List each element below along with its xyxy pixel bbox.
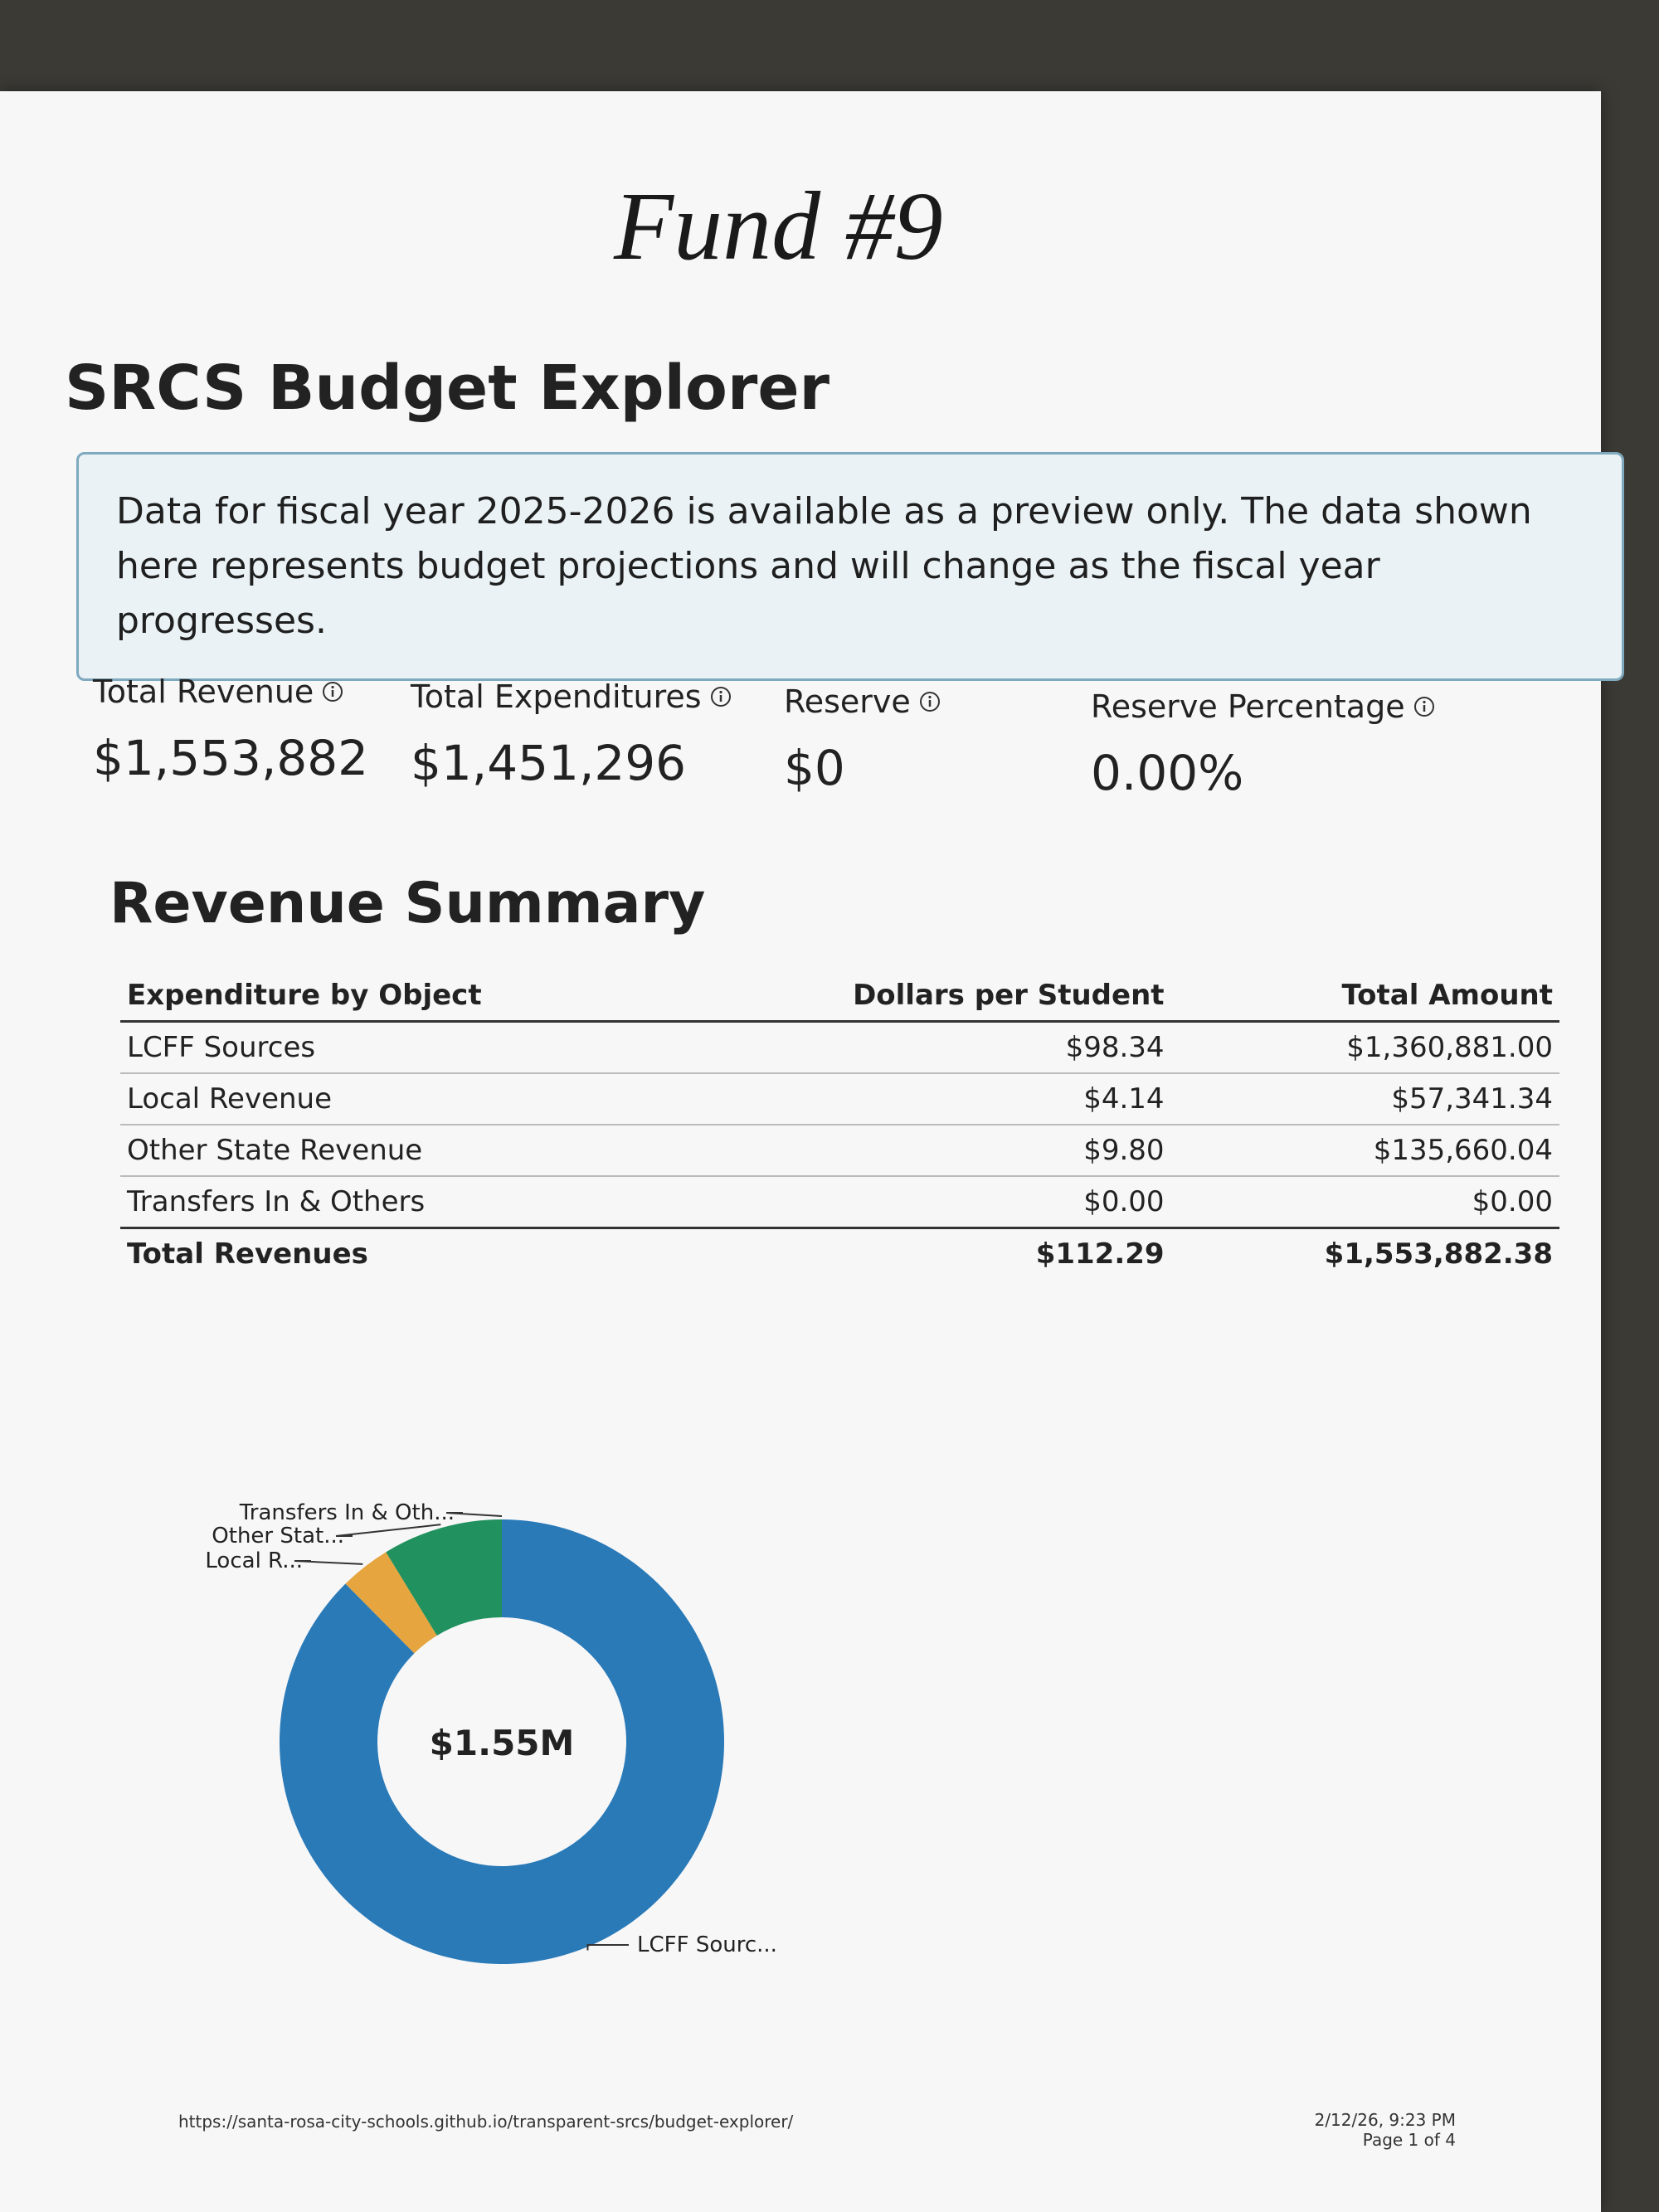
total-row: Total Revenues $112.29 $1,553,882.38 bbox=[120, 1227, 1559, 1279]
info-ring bbox=[919, 692, 940, 712]
preview-notice: Data for fiscal year 2025-2026 is availa… bbox=[76, 452, 1624, 681]
metric-value: $0 bbox=[784, 740, 845, 796]
section-title: Revenue Summary bbox=[109, 871, 706, 936]
leader-line bbox=[586, 1944, 629, 1951]
table-cell: Other State Revenue bbox=[120, 1125, 811, 1177]
info-icon bbox=[1413, 697, 1434, 717]
metric-label: Reserve Percentage bbox=[1091, 688, 1435, 725]
donut-label: Local R... bbox=[205, 1548, 303, 1573]
info-dot bbox=[928, 695, 932, 699]
info-dot bbox=[331, 685, 334, 689]
metric-value: $1,553,882 bbox=[93, 730, 369, 786]
info-dot bbox=[718, 690, 722, 694]
info-icon bbox=[323, 682, 343, 702]
donut-segment bbox=[279, 1519, 724, 1964]
table-cell: LCFF Sources bbox=[120, 1021, 811, 1074]
metric-value: $1,451,296 bbox=[411, 735, 687, 791]
header-cell: Expenditure by Object bbox=[120, 970, 811, 1023]
table-row: Local Revenue $4.14 $57,341.34 bbox=[120, 1073, 1559, 1125]
table-cell: $0.00 bbox=[1170, 1176, 1559, 1229]
info-dot bbox=[1422, 700, 1426, 704]
leader-line bbox=[335, 1524, 441, 1537]
table-cell: $135,660.04 bbox=[1170, 1125, 1559, 1177]
table-cell: $112.29 bbox=[810, 1227, 1171, 1279]
donut-label: Other Stat... bbox=[212, 1524, 344, 1548]
table-cell: $0.00 bbox=[810, 1176, 1171, 1229]
info-icon bbox=[919, 692, 940, 712]
metric-value: 0.00% bbox=[1091, 745, 1244, 801]
info-ring bbox=[1413, 697, 1434, 717]
metric-label-text: Total Expenditures bbox=[411, 678, 702, 715]
table-cell: $9.80 bbox=[810, 1125, 1171, 1177]
header-cell: Total Amount bbox=[1170, 970, 1559, 1023]
revenue-table: Expenditure by Object Dollars per Studen… bbox=[120, 970, 1559, 1279]
donut-segment bbox=[345, 1552, 437, 1654]
table-row: LCFF Sources $98.34 $1,360,881.00 bbox=[120, 1021, 1559, 1074]
table-row: Transfers In & Others $0.00 $0.00 bbox=[120, 1176, 1559, 1229]
info-ring bbox=[710, 687, 731, 707]
donut-label: Transfers In & Oth... bbox=[239, 1500, 455, 1525]
table-header: Expenditure by Object Dollars per Studen… bbox=[120, 970, 1559, 1023]
page-title: SRCS Budget Explorer bbox=[65, 352, 830, 424]
donut-center-label: $1.55M bbox=[430, 1723, 575, 1763]
footer-date: 2/12/26, 9:23 PM bbox=[1314, 2110, 1456, 2130]
table-cell: $57,341.34 bbox=[1170, 1073, 1559, 1125]
donut-segment bbox=[386, 1519, 502, 1636]
footer-url: https://santa-rosa-city-schools.github.i… bbox=[178, 2112, 794, 2132]
table-cell: Transfers In & Others bbox=[120, 1176, 811, 1229]
metric-label-text: Total Revenue bbox=[93, 673, 314, 710]
table-cell: Local Revenue bbox=[120, 1073, 811, 1125]
donut-label: LCFF Sourc... bbox=[637, 1932, 777, 1957]
donut-chart: $1.55M LCFF Sourc... Local R...Other Stat.… bbox=[205, 1500, 777, 1964]
table-cell: $1,360,881.00 bbox=[1170, 1021, 1559, 1074]
leader-line bbox=[294, 1560, 363, 1565]
info-ring bbox=[323, 682, 343, 702]
leader-line bbox=[445, 1512, 503, 1517]
metric-label: Total Revenue bbox=[93, 673, 343, 710]
metric-label-text: Reserve bbox=[784, 683, 911, 720]
handwritten-note: Fund #9 bbox=[614, 172, 943, 280]
header-cell: Dollars per Student bbox=[810, 970, 1171, 1023]
info-icon bbox=[710, 687, 731, 707]
table-cell: $98.34 bbox=[810, 1021, 1171, 1074]
table-cell: $4.14 bbox=[810, 1073, 1171, 1125]
metric-label-text: Reserve Percentage bbox=[1091, 688, 1405, 725]
metric-label: Total Expenditures bbox=[411, 678, 732, 715]
footer-page: Page 1 of 4 bbox=[1362, 2130, 1456, 2150]
metric-label: Reserve bbox=[784, 683, 941, 720]
table-row: Other State Revenue $9.80 $135,660.04 bbox=[120, 1125, 1559, 1177]
table-cell: $1,553,882.38 bbox=[1170, 1227, 1559, 1279]
table-cell: Total Revenues bbox=[120, 1227, 811, 1279]
